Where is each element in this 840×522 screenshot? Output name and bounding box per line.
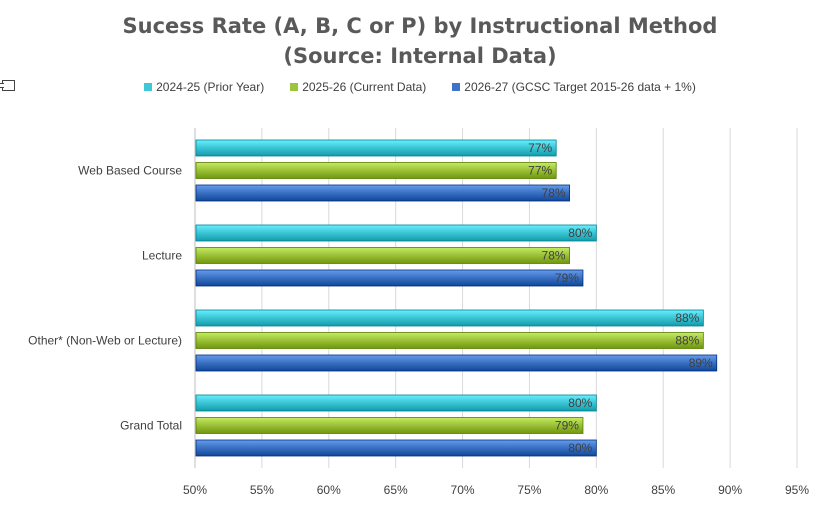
bar-2[interactable] xyxy=(195,332,704,349)
legend-label: 2024-25 (Prior Year) xyxy=(156,80,265,94)
x-tick-label: 50% xyxy=(183,483,207,497)
x-tick-label: 60% xyxy=(317,483,341,497)
x-tick-label: 90% xyxy=(718,483,742,497)
bar-3[interactable] xyxy=(195,354,718,372)
chart-subtitle: (Source: Internal Data) xyxy=(283,44,557,68)
category-label: Web Based Course xyxy=(78,164,182,178)
x-tick-label: 95% xyxy=(785,483,809,497)
x-tick-label: 70% xyxy=(451,483,475,497)
bar-2[interactable] xyxy=(195,247,570,264)
data-label: 80% xyxy=(568,396,592,410)
bar-1[interactable] xyxy=(195,394,597,412)
category-label: Grand Total xyxy=(120,419,182,433)
data-label: 88% xyxy=(675,334,699,348)
legend-label: 2026-27 (GCSC Target 2015-26 data + 1%) xyxy=(464,80,696,94)
bar-3[interactable] xyxy=(195,439,597,457)
data-label: 88% xyxy=(675,311,699,325)
x-tick-label: 75% xyxy=(517,483,541,497)
legend-item-series-2: 2025-26 (Current Data) xyxy=(290,80,426,94)
chart-title: Sucess Rate (A, B, C or P) by Instructio… xyxy=(122,14,718,38)
data-label: 77% xyxy=(528,141,552,155)
legend-swatch-icon xyxy=(452,83,461,91)
bar-1[interactable] xyxy=(195,139,557,157)
category-label: Lecture xyxy=(142,249,182,263)
legend-label: 2025-26 (Current Data) xyxy=(302,80,427,94)
bar-2[interactable] xyxy=(195,162,557,179)
bar-2[interactable] xyxy=(195,417,584,434)
category-label: Other* (Non-Web or Lecture) xyxy=(28,334,182,348)
data-label: 79% xyxy=(555,419,579,433)
x-tick-label: 85% xyxy=(651,483,675,497)
legend-swatch-icon xyxy=(290,83,299,91)
data-label: 80% xyxy=(568,441,592,455)
data-label: 80% xyxy=(568,226,592,240)
data-label: 79% xyxy=(555,271,579,285)
legend-item-series-3: 2026-27 (GCSC Target 2015-26 data + 1%) xyxy=(452,80,696,94)
bar-1[interactable] xyxy=(195,224,597,242)
chart-legend: 2024-25 (Prior Year) 2025-26 (Current Da… xyxy=(0,80,840,94)
x-tick-label: 80% xyxy=(584,483,608,497)
bar-3[interactable] xyxy=(195,269,584,287)
bar-3[interactable] xyxy=(195,184,570,202)
data-label: 78% xyxy=(542,186,566,200)
x-tick-label: 55% xyxy=(250,483,274,497)
bar-1[interactable] xyxy=(195,309,704,327)
x-tick-label: 65% xyxy=(384,483,408,497)
resize-handle-icon[interactable] xyxy=(0,80,15,91)
data-label: 77% xyxy=(528,164,552,178)
data-label: 78% xyxy=(542,249,566,263)
legend-item-series-1: 2024-25 (Prior Year) xyxy=(144,80,264,94)
data-label: 89% xyxy=(689,356,713,370)
legend-swatch-icon xyxy=(144,83,153,91)
